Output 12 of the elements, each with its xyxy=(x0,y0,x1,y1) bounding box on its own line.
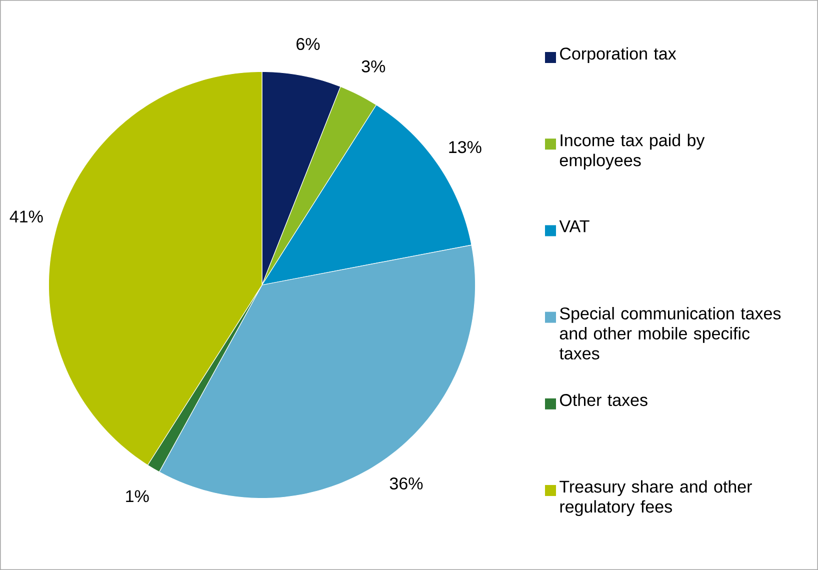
data-label: 13% xyxy=(449,141,482,154)
legend-label: Income tax paid by employees xyxy=(560,134,705,170)
legend-label: Other taxes xyxy=(560,394,648,406)
legend-label: VAT xyxy=(559,220,590,232)
data-label: 36% xyxy=(390,477,423,490)
legend-label: Treasury share and other regulatory fees xyxy=(560,480,752,516)
data-label: 3% xyxy=(362,60,386,72)
data-label: 6% xyxy=(296,38,320,50)
legend-label: Corporation tax xyxy=(560,47,676,64)
legend-label: Special communication taxes and other mobile specific taxes xyxy=(559,307,781,360)
data-label: 41% xyxy=(10,210,43,222)
data-label: 1% xyxy=(126,490,149,502)
